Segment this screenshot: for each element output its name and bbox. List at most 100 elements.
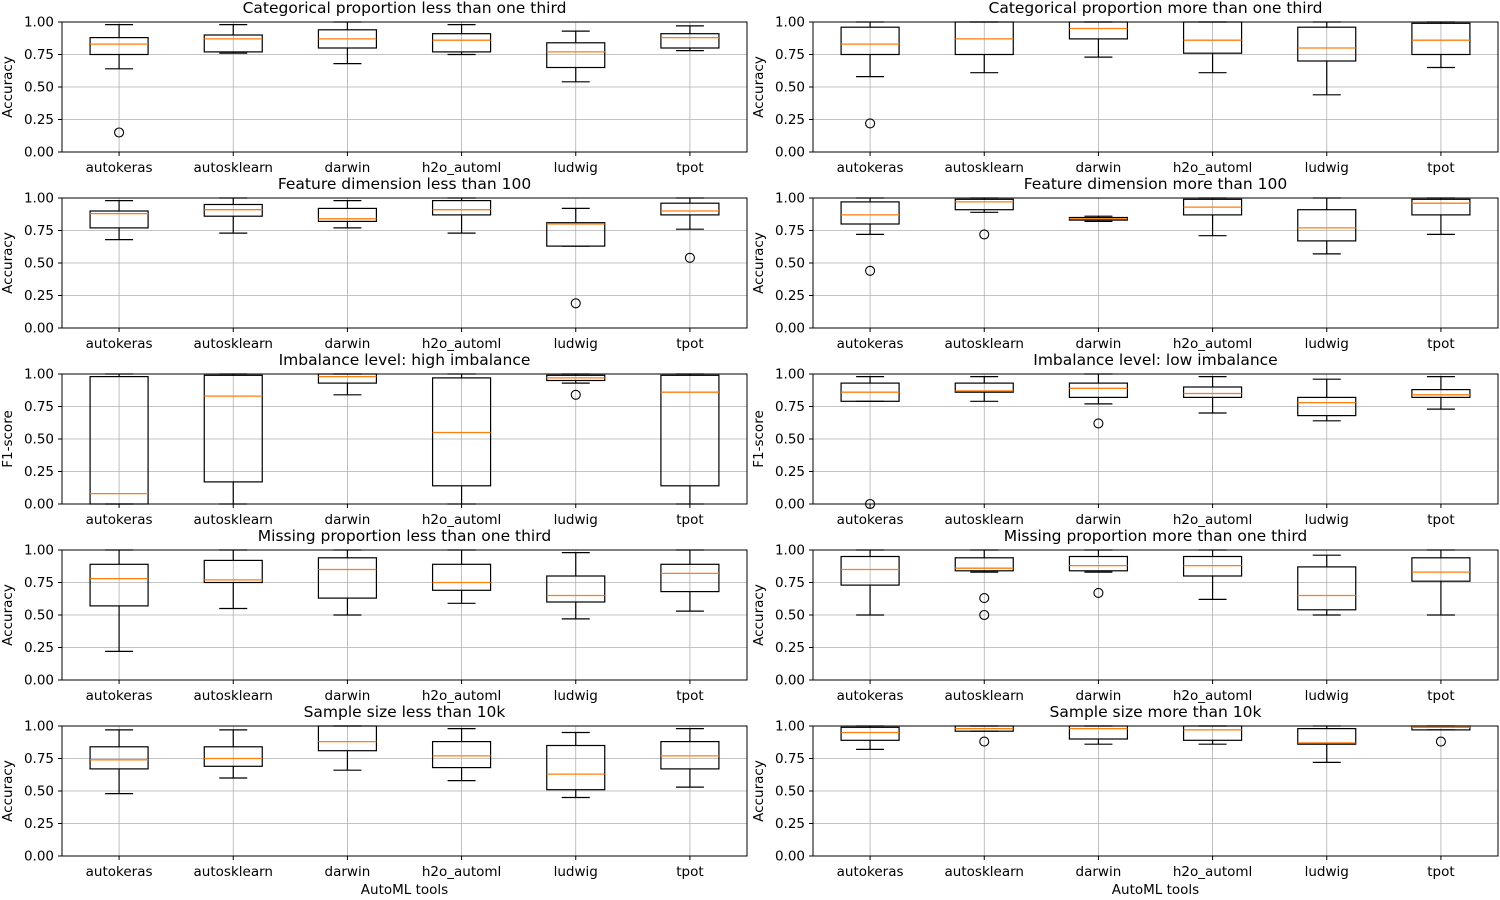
y-tick-label: 0.75 (24, 47, 54, 63)
box-tpot (660, 25, 720, 52)
iqr-box (660, 202, 720, 216)
x-tick-label: ludwig (554, 512, 598, 528)
y-axis-label: Accuracy (751, 584, 767, 646)
outlier-point (979, 229, 990, 240)
x-tick-label: darwin (1076, 864, 1122, 880)
x-tick-label: h2o_automl (422, 160, 501, 176)
x-tick-label: ludwig (554, 688, 598, 704)
iqr-box (660, 563, 720, 593)
x-tick-label: autokeras (86, 336, 153, 352)
y-tick-label: 0.00 (24, 145, 54, 161)
panel-2: 0.00 0.25 0.50 0.75 1.00 autokeras autosklearn… (751, 0, 1499, 176)
outlier-point (865, 265, 876, 276)
iqr-box (431, 200, 492, 216)
iqr-box (1297, 26, 1357, 62)
iqr-box (954, 557, 1014, 572)
x-tick-label: autokeras (86, 160, 153, 176)
y-tick-label: 0.25 (24, 816, 54, 832)
x-tick-label: tpot (1427, 336, 1454, 352)
x-tick-label: ludwig (1305, 336, 1349, 352)
panel-title: Imbalance level: high imbalance (279, 351, 531, 369)
y-tick-label: 1.00 (775, 191, 805, 207)
iqr-box (840, 26, 900, 56)
x-tick-label: h2o_automl (1173, 688, 1252, 704)
panel-title: Feature dimension less than 100 (278, 175, 531, 193)
panel-title: Imbalance level: low imbalance (1033, 351, 1277, 369)
x-tick-label: autosklearn (945, 512, 1024, 528)
x-axis-label: AutoML tools (361, 882, 448, 898)
x-tick-label: tpot (676, 512, 703, 528)
box-h2o_automl (1182, 376, 1243, 414)
x-tick-label: tpot (676, 160, 703, 176)
y-tick-label: 0.00 (24, 497, 54, 513)
x-tick-label: darwin (325, 160, 371, 176)
x-tick-label: autosklearn (194, 864, 273, 880)
x-tick-label: ludwig (554, 160, 598, 176)
y-tick-label: 0.50 (775, 80, 805, 96)
y-tick-label: 0.00 (775, 673, 805, 689)
y-tick-label: 0.50 (24, 608, 54, 624)
y-tick-label: 0.00 (24, 849, 54, 865)
iqr-box (546, 222, 606, 247)
x-tick-label: autosklearn (194, 688, 273, 704)
outlier-point (570, 389, 581, 400)
y-tick-label: 0.50 (775, 784, 805, 800)
x-axis-label: AutoML tools (1112, 882, 1199, 898)
y-tick-label: 1.00 (775, 719, 805, 735)
box-autokeras (89, 729, 149, 795)
box-ludwig (546, 731, 606, 799)
y-tick-label: 0.00 (24, 673, 54, 689)
outlier-point (979, 609, 990, 621)
x-tick-label: darwin (1076, 160, 1122, 176)
iqr-box (546, 575, 606, 603)
iqr-box (203, 559, 263, 584)
iqr-box (546, 42, 606, 69)
x-tick-label: tpot (676, 336, 703, 352)
x-tick-label: ludwig (554, 336, 598, 352)
x-tick-label: autokeras (837, 160, 904, 176)
y-tick-label: 0.50 (775, 432, 805, 448)
x-tick-label: h2o_automl (1173, 864, 1252, 880)
box-autosklearn (954, 197, 1014, 240)
outlier-point (114, 127, 125, 138)
iqr-box (660, 374, 720, 487)
y-tick-label: 0.75 (775, 223, 805, 239)
iqr-box (1297, 727, 1357, 745)
x-tick-label: h2o_automl (422, 864, 501, 880)
panel-title: Categorical proportion less than one thi… (243, 0, 567, 17)
y-axis-label: Accuracy (0, 760, 16, 822)
y-tick-label: 1.00 (24, 719, 54, 735)
box-ludwig (1297, 554, 1357, 616)
x-tick-label: h2o_automl (1173, 512, 1252, 528)
y-tick-label: 0.00 (775, 497, 805, 513)
x-tick-label: autokeras (86, 512, 153, 528)
box-autokeras (89, 200, 149, 241)
x-tick-label: autokeras (86, 864, 153, 880)
iqr-box (89, 746, 149, 770)
outlier-point (1093, 418, 1104, 429)
iqr-box (431, 33, 492, 53)
x-tick-label: h2o_automl (422, 688, 501, 704)
y-tick-label: 0.50 (24, 80, 54, 96)
iqr-box (317, 207, 378, 222)
y-tick-label: 0.50 (24, 784, 54, 800)
x-tick-label: ludwig (1305, 864, 1349, 880)
y-tick-label: 1.00 (775, 367, 805, 383)
box-ludwig (546, 30, 606, 83)
box-darwin (317, 373, 378, 396)
box-h2o_automl (431, 24, 492, 56)
y-tick-label: 1.00 (775, 15, 805, 31)
iqr-box (89, 36, 149, 56)
x-tick-label: autokeras (837, 688, 904, 704)
x-tick-label: h2o_automl (422, 512, 501, 528)
y-tick-label: 1.00 (775, 543, 805, 559)
y-tick-label: 0.75 (24, 399, 54, 415)
box-autosklearn (203, 549, 263, 610)
panel-1: 0.00 0.25 0.50 0.75 1.00 autokeras autosklearn… (0, 0, 748, 176)
y-tick-label: 0.25 (775, 816, 805, 832)
x-tick-label: h2o_automl (1173, 336, 1252, 352)
y-tick-label: 0.25 (24, 112, 54, 128)
x-tick-label: autokeras (86, 688, 153, 704)
box-autokeras (840, 549, 900, 616)
outlier-point (1093, 587, 1104, 598)
